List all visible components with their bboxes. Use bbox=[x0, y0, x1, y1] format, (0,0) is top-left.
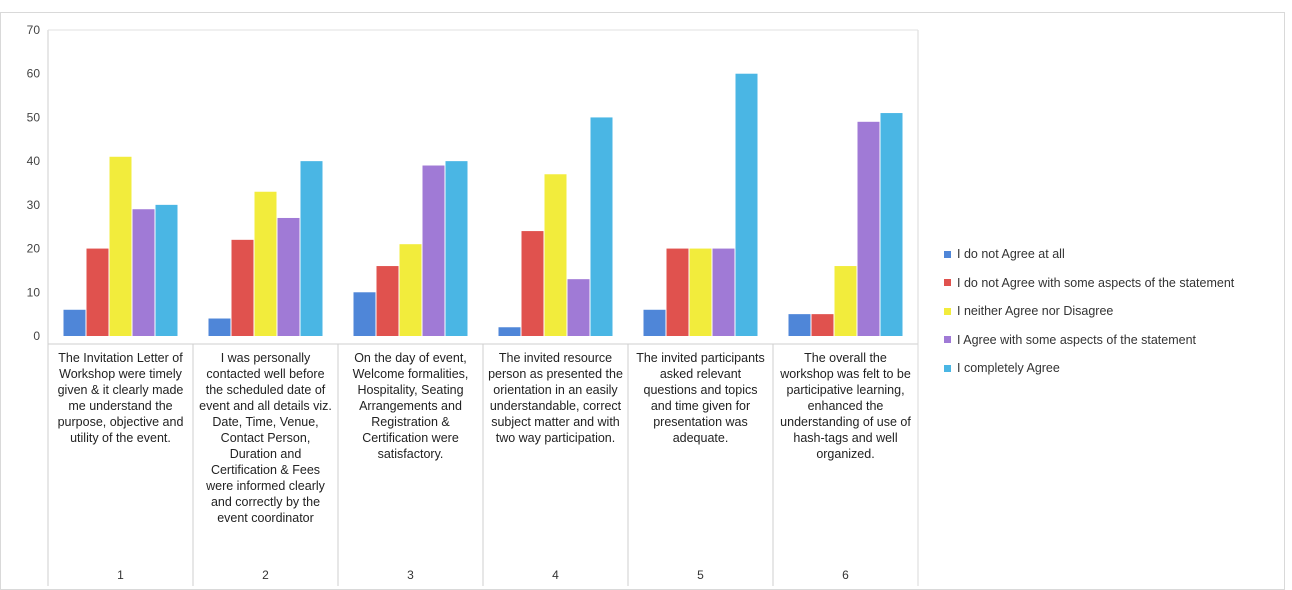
bar bbox=[834, 266, 857, 336]
bar bbox=[254, 191, 277, 336]
y-tick-label: 60 bbox=[27, 67, 41, 81]
category-number: 2 bbox=[262, 568, 269, 582]
bar bbox=[231, 239, 254, 336]
bar bbox=[857, 121, 880, 336]
category-number: 5 bbox=[697, 568, 704, 582]
legend-label: I Agree with some aspects of the stateme… bbox=[957, 332, 1197, 347]
bar bbox=[300, 161, 323, 336]
bar bbox=[376, 266, 399, 336]
y-tick-label: 40 bbox=[27, 154, 41, 168]
legend-item: I do not Agree with some aspects of the … bbox=[944, 269, 1234, 298]
bar bbox=[132, 209, 155, 336]
y-tick-label: 50 bbox=[27, 110, 41, 124]
category-number: 6 bbox=[842, 568, 849, 582]
bar bbox=[567, 279, 590, 336]
category-number: 4 bbox=[552, 568, 559, 582]
category-label: On the day of event, Welcome formalities… bbox=[352, 351, 469, 461]
bar bbox=[788, 314, 811, 336]
legend-label: I neither Agree nor Disagree bbox=[957, 304, 1114, 319]
category-label: The Invitation Letter of Workshop were t… bbox=[57, 351, 184, 445]
legend-swatch bbox=[944, 279, 951, 287]
legend: I do not Agree at all I do not Agree with… bbox=[944, 240, 1234, 383]
category-label: The invited resource person as presented… bbox=[488, 351, 623, 445]
category-number: 3 bbox=[407, 568, 414, 582]
legend-label: I do not Agree at all bbox=[957, 247, 1065, 262]
y-tick-label: 30 bbox=[27, 198, 41, 212]
category-label: The invited participants asked relevant … bbox=[636, 351, 765, 445]
legend-item: I neither Agree nor Disagree bbox=[944, 297, 1234, 326]
y-tick-label: 0 bbox=[33, 329, 40, 343]
legend-swatch bbox=[944, 364, 951, 372]
bar bbox=[353, 292, 376, 336]
y-tick-label: 20 bbox=[27, 242, 41, 256]
y-tick-label: 70 bbox=[27, 23, 41, 37]
legend-item: I Agree with some aspects of the stateme… bbox=[944, 326, 1234, 355]
legend-label: I do not Agree with some aspects of the … bbox=[957, 275, 1235, 290]
legend-swatch bbox=[944, 250, 951, 258]
bar bbox=[590, 117, 613, 336]
bar bbox=[712, 248, 735, 336]
bar bbox=[86, 248, 109, 336]
bar bbox=[445, 161, 468, 336]
y-tick-label: 10 bbox=[27, 285, 41, 299]
category-number: 1 bbox=[117, 568, 124, 582]
bar bbox=[109, 156, 132, 336]
bar bbox=[63, 309, 86, 336]
legend-item: I completely Agree bbox=[944, 354, 1234, 383]
bar bbox=[277, 217, 300, 336]
bar bbox=[735, 73, 758, 336]
category-label: I was personally contacted well before t… bbox=[199, 351, 332, 525]
bar bbox=[544, 174, 567, 336]
bar bbox=[666, 248, 689, 336]
bar bbox=[880, 113, 903, 336]
bar bbox=[208, 318, 231, 336]
legend-item: I do not Agree at all bbox=[944, 240, 1234, 269]
bar bbox=[422, 165, 445, 336]
bar bbox=[643, 309, 666, 336]
bar bbox=[689, 248, 712, 336]
bar bbox=[155, 204, 178, 336]
category-label: The overall the workshop was felt to be … bbox=[780, 351, 911, 461]
legend-swatch bbox=[944, 307, 951, 315]
legend-label: I completely Agree bbox=[957, 361, 1060, 376]
bar bbox=[521, 231, 544, 336]
legend-swatch bbox=[944, 336, 951, 344]
bar bbox=[399, 244, 422, 336]
bar bbox=[498, 327, 521, 336]
bar bbox=[811, 314, 834, 336]
